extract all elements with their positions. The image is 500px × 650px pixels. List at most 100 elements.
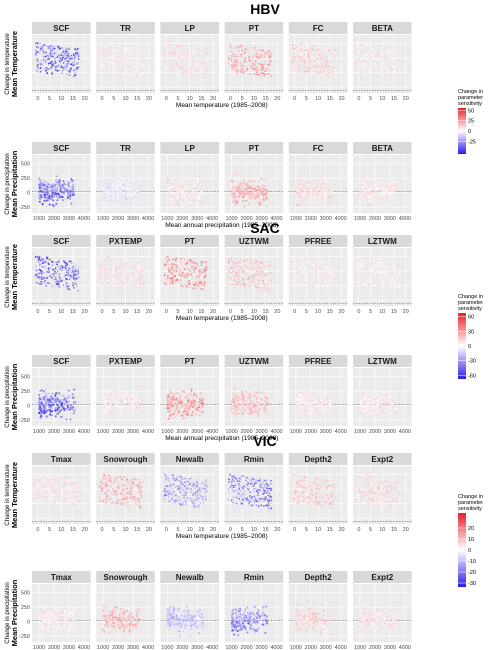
data-point (189, 67, 192, 70)
data-point (181, 197, 184, 200)
data-point (233, 192, 236, 195)
data-point (108, 394, 111, 397)
data-point (241, 69, 244, 72)
data-point (47, 392, 50, 395)
data-point (256, 73, 259, 76)
data-point (194, 262, 196, 265)
data-point (300, 58, 303, 61)
data-point (372, 265, 375, 268)
data-point (108, 200, 111, 203)
data-point (356, 42, 359, 44)
data-point (56, 195, 59, 198)
data-point (64, 54, 66, 57)
data-point (102, 183, 105, 186)
data-point (171, 50, 174, 53)
data-point (189, 54, 192, 56)
data-point (256, 270, 258, 273)
data-point (118, 186, 120, 189)
data-point (180, 258, 183, 261)
data-point (68, 57, 71, 59)
data-point (110, 187, 113, 190)
data-point (167, 255, 170, 258)
data-point (309, 281, 312, 284)
data-point (320, 69, 322, 72)
data-point (317, 191, 320, 194)
data-point (265, 192, 268, 195)
data-point (109, 194, 112, 197)
data-point (133, 270, 136, 273)
data-point (374, 48, 377, 50)
data-point (120, 192, 123, 195)
data-point (48, 45, 51, 48)
data-point (116, 49, 119, 52)
data-point (357, 48, 360, 51)
data-point (379, 66, 382, 69)
data-point (192, 51, 194, 53)
data-point (315, 263, 318, 266)
data-point (386, 48, 388, 51)
data-point (182, 72, 184, 74)
data-point (380, 48, 383, 51)
data-point (333, 266, 336, 269)
data-point (360, 60, 362, 63)
x-tick-label: 10 (58, 309, 64, 315)
data-point (195, 276, 198, 279)
data-point (236, 194, 239, 197)
data-point (99, 258, 101, 261)
data-point (50, 189, 52, 192)
data-point (256, 260, 259, 262)
data-point (228, 61, 231, 63)
data-point (240, 55, 243, 58)
data-point (304, 280, 307, 283)
data-point (376, 46, 378, 49)
data-point (261, 67, 264, 70)
data-point (252, 275, 254, 277)
data-point (249, 196, 252, 199)
data-point (109, 268, 111, 271)
data-point (362, 50, 364, 53)
data-point (76, 284, 78, 287)
data-point (317, 286, 320, 288)
data-point (105, 402, 108, 405)
data-point (317, 182, 320, 185)
data-point (379, 57, 382, 60)
data-point (137, 397, 140, 400)
data-point (200, 281, 202, 283)
data-point (234, 64, 237, 67)
data-point (243, 270, 245, 272)
data-point (61, 51, 64, 54)
data-point (51, 60, 53, 63)
data-point (252, 49, 255, 52)
data-point (72, 183, 75, 186)
data-point (305, 266, 308, 269)
data-point (356, 274, 358, 276)
data-point (42, 408, 45, 411)
data-point (66, 193, 69, 196)
data-point (374, 284, 377, 286)
data-point (326, 266, 329, 268)
data-point (130, 262, 133, 265)
data-point (57, 282, 60, 285)
data-point (381, 286, 384, 288)
data-point (355, 280, 358, 283)
data-point (398, 286, 400, 288)
data-point (381, 66, 384, 69)
data-point (267, 70, 269, 73)
data-point (108, 407, 111, 410)
data-point (126, 282, 129, 285)
data-point (233, 270, 235, 272)
data-point (174, 265, 176, 268)
data-point (119, 181, 122, 184)
data-point (54, 267, 57, 270)
data-point (395, 281, 398, 284)
data-point (48, 398, 51, 401)
data-point (334, 277, 337, 280)
data-point (168, 263, 171, 266)
data-point (56, 45, 59, 48)
data-point (62, 199, 64, 201)
data-point (59, 61, 62, 64)
data-point (302, 43, 305, 45)
data-point (177, 71, 180, 74)
